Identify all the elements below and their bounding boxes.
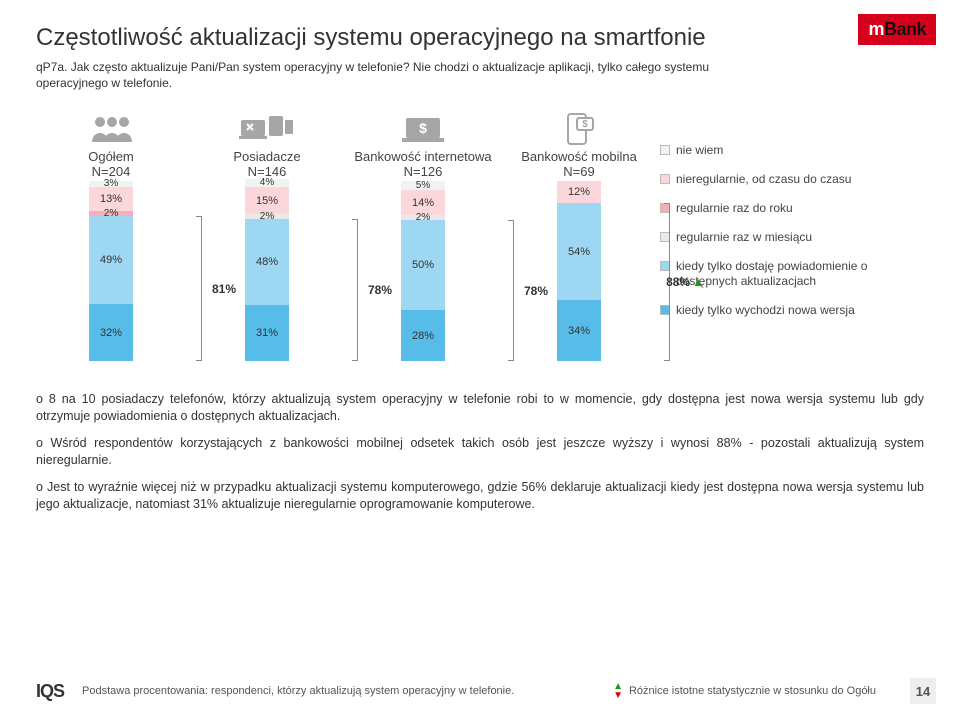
column-n: N=126: [348, 164, 498, 179]
bar-segment: 5%: [401, 181, 445, 190]
legend-item: nieregularnie, od czasu do czasu: [660, 172, 924, 187]
bar: 3%13%2%49%32%: [89, 181, 133, 361]
stacked-bar: 12%54%34%88%▲: [504, 181, 654, 361]
bar: 5%14%2%50%28%: [401, 181, 445, 361]
bullet-item: 8 na 10 posiadaczy telefonów, którzy akt…: [36, 391, 924, 425]
chart-legend: nie wiem nieregularnie, od czasu do czasu…: [660, 109, 924, 332]
legend-label: nieregularnie, od czasu do czasu: [676, 172, 851, 187]
bar-segment: 50%: [401, 220, 445, 310]
devices-icon: [192, 109, 342, 149]
column-n: N=69: [504, 164, 654, 179]
page-title: Częstotliwość aktualizacji systemu opera…: [36, 24, 924, 52]
bar-segment: 48%: [245, 219, 289, 305]
page-footer: IQS Podstawa procentowania: respondenci,…: [36, 678, 936, 704]
stacked-bar: 3%13%2%49%32%81%: [36, 181, 186, 361]
chart-area: Ogółem N=204 3%13%2%49%32%81% Posiadacze…: [36, 109, 924, 361]
bar: 4%15%2%48%31%: [245, 179, 289, 361]
legend-swatch: [660, 174, 670, 184]
people-icon: [36, 109, 186, 149]
mbank-logo: mBank: [858, 14, 936, 45]
chart-column: Posiadacze N=146 4%15%2%48%31%78%: [192, 109, 342, 361]
arrows-icon: ▲ ▼: [613, 682, 623, 700]
bar-segment: 28%: [401, 310, 445, 361]
bar-segment: 31%: [245, 305, 289, 361]
bar-segment: 12%: [557, 181, 601, 203]
legend-label: nie wiem: [676, 143, 723, 158]
chart-column: $ Bankowość internetowa N=126 5%14%2%50%…: [348, 109, 498, 361]
legend-item: regularnie raz w miesiącu: [660, 230, 924, 245]
legend-item: regularnie raz do roku: [660, 201, 924, 216]
bracket-label: 88%▲: [666, 275, 704, 289]
svg-text:$: $: [419, 120, 427, 136]
laptop-dollar-icon: $: [348, 109, 498, 149]
legend-item: nie wiem: [660, 143, 924, 158]
bar-segment: 49%: [89, 216, 133, 304]
stacked-bar: 4%15%2%48%31%78%: [192, 181, 342, 361]
bullet-item: Wśród respondentów korzystających z bank…: [36, 435, 924, 469]
bar-segment: 34%: [557, 300, 601, 361]
legend-label: kiedy tylko wychodzi nowa wersja: [676, 303, 855, 318]
column-label: Bankowość internetowa: [348, 149, 498, 164]
logo-m: m: [868, 19, 884, 39]
legend-item: kiedy tylko wychodzi nowa wersja: [660, 303, 924, 318]
stat-note-text: Różnice istotne statystycznie w stosunku…: [629, 685, 876, 697]
logo-bank: Bank: [884, 19, 926, 39]
phone-dollar-icon: $: [504, 109, 654, 149]
column-label: Ogółem: [36, 149, 186, 164]
chart-column: $ Bankowość mobilna N=69 12%54%34%88%▲: [504, 109, 654, 361]
bar-segment: 32%: [89, 304, 133, 361]
bar-segment: 4%: [245, 179, 289, 187]
page-number: 14: [910, 678, 936, 704]
chart-column: Ogółem N=204 3%13%2%49%32%81%: [36, 109, 186, 361]
footer-note: Podstawa procentowania: respondenci, któ…: [82, 685, 514, 697]
insights-bullets: 8 na 10 posiadaczy telefonów, którzy akt…: [36, 391, 924, 512]
stat-significance-note: ▲ ▼ Różnice istotne statystycznie w stos…: [613, 682, 876, 700]
legend-swatch: [660, 145, 670, 155]
arrow-down-icon: ▼: [613, 691, 623, 700]
legend-label: regularnie raz do roku: [676, 201, 793, 216]
question-subtitle: qP7a. Jak często aktualizuje Pani/Pan sy…: [36, 60, 776, 91]
stacked-bar: 5%14%2%50%28%78%: [348, 181, 498, 361]
legend-label: kiedy tylko dostaję powiadomienie o dost…: [676, 259, 924, 289]
svg-text:$: $: [582, 119, 588, 130]
bullet-item: Jest to wyraźnie więcej niż w przypadku …: [36, 479, 924, 513]
column-label: Posiadacze: [192, 149, 342, 164]
legend-label: regularnie raz w miesiącu: [676, 230, 812, 245]
iqs-logo: IQS: [36, 681, 64, 702]
arrow-up-icon: ▲: [692, 275, 704, 289]
column-label: Bankowość mobilna: [504, 149, 654, 164]
bar-segment: 54%: [557, 203, 601, 300]
column-n: N=204: [36, 164, 186, 179]
bar: 12%54%34%: [557, 181, 601, 361]
